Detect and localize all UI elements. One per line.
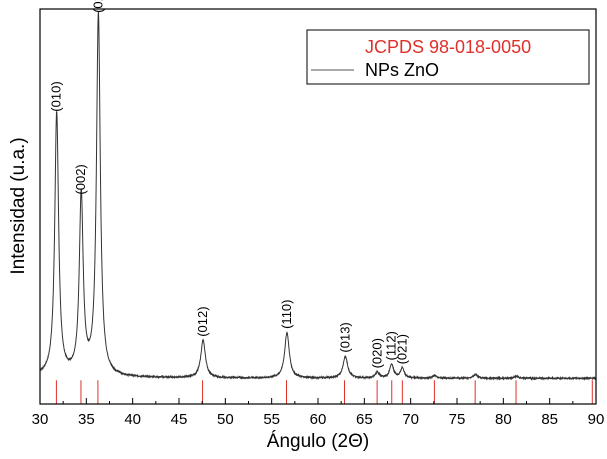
peak-label: (012): [195, 306, 210, 336]
x-tick-label: 70: [402, 411, 419, 428]
peak-label: (110): [279, 300, 294, 329]
x-axis-ticks: 30 35 40 45 50 55 60 65 70 75 80 85 90: [32, 398, 605, 428]
legend-label-nps-zno: NPs ZnO: [365, 60, 439, 80]
peak-labels: (010) (002) (011) (012) (110) (013) (020)(112)…: [49, 0, 410, 368]
peak-label: (002): [73, 164, 88, 194]
x-tick-label: 35: [78, 411, 95, 428]
peak-label: (112): [384, 331, 399, 360]
legend: JCPDS 98-018-0050 NPs ZnO: [306, 29, 590, 85]
x-tick-label: 65: [356, 411, 373, 428]
peak-label: (011): [90, 0, 105, 13]
x-tick-label: 75: [449, 411, 466, 428]
reference-lines: [55, 380, 593, 404]
peak-label: (020): [369, 338, 384, 368]
x-axis-title: Ángulo (2Θ): [267, 431, 369, 452]
legend-box: [306, 29, 590, 85]
x-tick-label: 40: [124, 411, 141, 428]
legend-label-jcpds: JCPDS 98-018-0050: [365, 37, 531, 57]
x-tick-label: 50: [217, 411, 234, 428]
x-tick-label: 45: [171, 411, 188, 428]
x-tick-label: 60: [310, 411, 327, 428]
x-tick-label: 30: [32, 411, 49, 428]
peak-label: (010): [49, 81, 64, 111]
x-tick-label: 55: [263, 411, 280, 428]
peak-label: (013): [337, 322, 352, 352]
peak-label: (021): [394, 334, 409, 364]
x-tick-label: 90: [588, 411, 605, 428]
y-axis-title: Intensidad (u.a.): [8, 137, 29, 274]
x-tick-label: 85: [541, 411, 558, 428]
series-line-nps-zno: [39, 11, 597, 381]
x-tick-label: 80: [495, 411, 512, 428]
